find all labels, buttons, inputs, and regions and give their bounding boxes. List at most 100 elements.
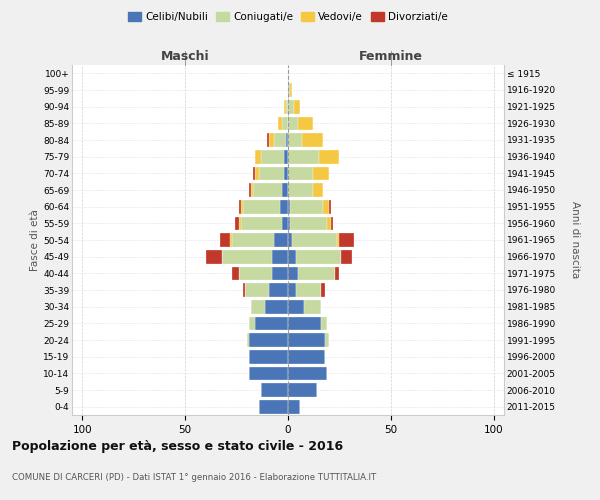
Bar — [268, 133, 269, 147]
Bar — [288, 83, 290, 97]
Bar — [261, 150, 284, 164]
Bar — [274, 133, 286, 147]
Bar — [292, 233, 337, 247]
Bar — [222, 250, 272, 264]
Bar — [259, 400, 288, 413]
Bar — [298, 116, 313, 130]
Bar — [284, 166, 288, 180]
Legend: Celibi/Nubili, Coniugati/e, Vedovi/e, Divorziati/e: Celibi/Nubili, Coniugati/e, Vedovi/e, Di… — [124, 8, 452, 26]
Bar — [298, 266, 335, 280]
Bar — [288, 150, 319, 164]
Bar — [288, 216, 290, 230]
Bar — [249, 350, 288, 364]
Bar — [327, 216, 331, 230]
Bar — [329, 200, 331, 213]
Bar — [288, 100, 294, 114]
Bar — [265, 300, 288, 314]
Bar — [319, 150, 340, 164]
Bar — [288, 266, 298, 280]
Bar — [288, 400, 301, 413]
Bar — [253, 166, 255, 180]
Bar — [239, 216, 241, 230]
Bar — [331, 216, 333, 230]
Bar — [288, 350, 325, 364]
Bar — [288, 233, 292, 247]
Bar — [321, 316, 327, 330]
Bar — [284, 150, 288, 164]
Text: Popolazione per età, sesso e stato civile - 2016: Popolazione per età, sesso e stato civil… — [12, 440, 343, 453]
Bar — [274, 233, 288, 247]
Bar — [241, 216, 282, 230]
Bar — [255, 150, 261, 164]
Bar — [294, 100, 301, 114]
Bar — [302, 133, 323, 147]
Bar — [288, 166, 313, 180]
Bar — [288, 283, 296, 297]
Bar — [272, 250, 288, 264]
Bar — [288, 250, 296, 264]
Bar — [288, 366, 327, 380]
Bar — [239, 200, 241, 213]
Bar — [290, 200, 323, 213]
Text: COMUNE DI CARCERI (PD) - Dati ISTAT 1° gennaio 2016 - Elaborazione TUTTITALIA.IT: COMUNE DI CARCERI (PD) - Dati ISTAT 1° g… — [12, 473, 376, 482]
Bar — [282, 216, 288, 230]
Bar — [272, 266, 288, 280]
Bar — [290, 83, 292, 97]
Bar — [296, 283, 321, 297]
Bar — [253, 183, 282, 197]
Bar — [230, 233, 232, 247]
Y-axis label: Anni di nascita: Anni di nascita — [570, 202, 580, 278]
Bar — [239, 266, 272, 280]
Bar — [288, 333, 325, 347]
Bar — [278, 116, 282, 130]
Bar — [337, 233, 340, 247]
Bar — [232, 266, 239, 280]
Text: Femmine: Femmine — [359, 50, 423, 63]
Bar — [288, 316, 321, 330]
Bar — [321, 283, 325, 297]
Bar — [286, 133, 288, 147]
Bar — [288, 383, 317, 397]
Bar — [313, 183, 323, 197]
Bar — [288, 183, 313, 197]
Bar — [282, 183, 288, 197]
Bar — [269, 133, 274, 147]
Bar — [235, 216, 239, 230]
Y-axis label: Fasce di età: Fasce di età — [30, 209, 40, 271]
Bar — [245, 283, 269, 297]
Bar — [243, 283, 245, 297]
Bar — [280, 200, 288, 213]
Bar — [249, 366, 288, 380]
Bar — [241, 200, 243, 213]
Bar — [296, 250, 341, 264]
Bar — [255, 166, 259, 180]
Bar — [243, 200, 280, 213]
Bar — [288, 300, 304, 314]
Bar — [340, 233, 354, 247]
Bar — [206, 250, 222, 264]
Bar — [269, 283, 288, 297]
Text: Maschi: Maschi — [161, 50, 209, 63]
Bar — [304, 300, 321, 314]
Bar — [313, 166, 329, 180]
Bar — [249, 333, 288, 347]
Bar — [282, 116, 288, 130]
Bar — [232, 233, 274, 247]
Bar — [284, 100, 286, 114]
Bar — [255, 316, 288, 330]
Bar — [261, 383, 288, 397]
Bar — [247, 333, 249, 347]
Bar — [323, 200, 329, 213]
Bar — [259, 166, 284, 180]
Bar — [290, 216, 327, 230]
Bar — [249, 183, 251, 197]
Bar — [288, 133, 302, 147]
Bar — [251, 300, 265, 314]
Bar — [249, 316, 255, 330]
Bar — [335, 266, 340, 280]
Bar — [220, 233, 230, 247]
Bar — [341, 250, 352, 264]
Bar — [288, 200, 290, 213]
Bar — [251, 183, 253, 197]
Bar — [288, 116, 298, 130]
